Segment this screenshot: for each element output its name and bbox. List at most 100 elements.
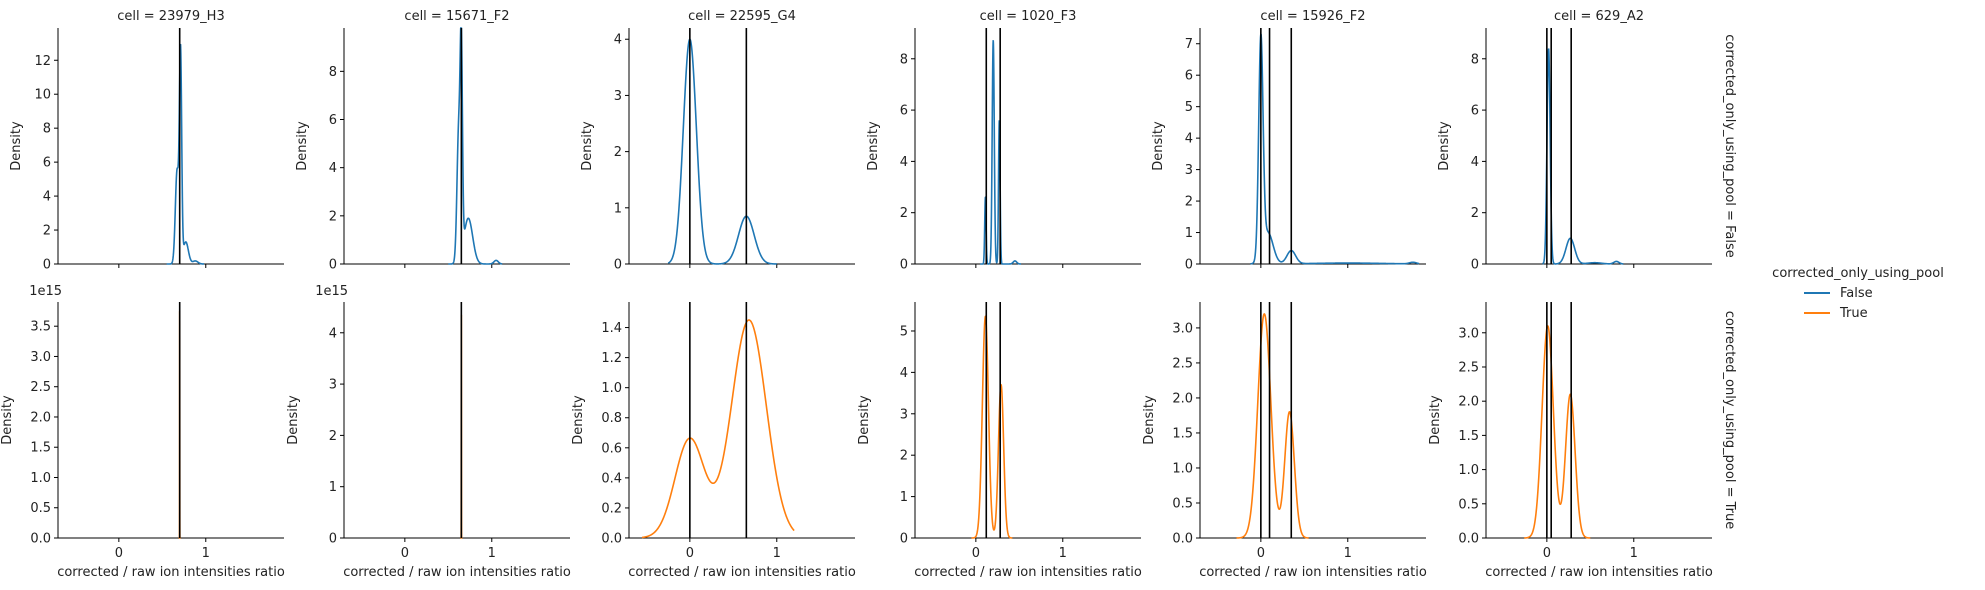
facet-panel-r2-c3: 0.0 0.2 0.4 0.6 0.8 1.0 1.2 1.4 0 1 Density correct… — [571, 302, 856, 580]
y-axis-label: Density — [1142, 395, 1157, 445]
x-tick-label: 0 — [115, 546, 123, 561]
y-tick-label: 3.5 — [30, 320, 51, 335]
y-tick-label: 4 — [1185, 132, 1193, 147]
facet-title: cell = 23979_H3 — [117, 9, 224, 24]
y-tick-label: 1.0 — [1458, 463, 1479, 478]
y-tick-label: 0.5 — [30, 501, 51, 516]
y-axis-label: Density — [1428, 395, 1443, 445]
y-tick-label: 0 — [614, 258, 622, 273]
facet-title: cell = 15671_F2 — [404, 9, 509, 24]
kde-curve-false — [1250, 31, 1420, 265]
x-axis-label: corrected / raw ion intensities ratio — [343, 565, 571, 580]
y-tick-label: 2 — [1185, 195, 1193, 210]
y-tick-label: 4 — [43, 190, 51, 205]
y-tick-label: 6 — [900, 104, 908, 119]
y-tick-label: 1.5 — [1458, 429, 1479, 444]
x-axis-label: corrected / raw ion intensities ratio — [914, 565, 1142, 580]
y-tick-label: 0 — [1185, 258, 1193, 273]
facet-panel-r1-c6: 0 2 4 6 8 Density corrected_only_using_pool = … — [1437, 28, 1737, 273]
y-tick-label: 0 — [329, 532, 337, 547]
facet-panels: cell = 23979_H3024681012Density0.00.51.0… — [0, 9, 1737, 580]
x-tick-label: 0 — [686, 546, 694, 561]
kde-curve-false — [448, 27, 503, 265]
y-tick-label: 1.4 — [601, 321, 622, 336]
y-axis-label: Density — [295, 121, 310, 171]
y-tick-label: 1.2 — [601, 351, 622, 366]
y-tick-label: 3 — [900, 407, 908, 422]
x-tick-label: 0 — [972, 546, 980, 561]
facet-title: cell = 15926_F2 — [1260, 9, 1365, 24]
y-tick-label: 4 — [614, 33, 622, 48]
y-tick-label: 3.0 — [1458, 326, 1479, 341]
facet-panel-r1-c3: 0 1 2 3 4 Density — [580, 28, 855, 273]
facet-panel-r2-c4: 0 1 2 3 4 5 0 1 Density corrected / raw ion inten… — [857, 302, 1142, 580]
facet-column-6: cell = 629_A2 0 2 4 6 8 Density corrected_only_… — [1428, 9, 1737, 580]
y-tick-label: 0.4 — [601, 471, 622, 486]
y-tick-label: 6 — [43, 156, 51, 171]
facet-column-5: cell = 15926_F2 0 1 2 3 4 5 6 7 Density 0.0 0.5 1.0 1… — [1142, 9, 1427, 580]
x-tick-label: 1 — [488, 546, 496, 561]
y-tick-label: 8 — [43, 122, 51, 137]
y-tick-label: 0.0 — [1172, 532, 1193, 547]
y-tick-label: 2.0 — [30, 410, 51, 425]
y-tick-label: 1 — [1185, 226, 1193, 241]
facet-panel-r2-c5: 0.0 0.5 1.0 1.5 2.0 2.5 3.0 0 1 Density corrected … — [1142, 302, 1427, 580]
y-tick-label: 0 — [329, 258, 337, 273]
y-tick-label: 1 — [329, 480, 337, 495]
y-tick-label: 0.5 — [1172, 496, 1193, 511]
x-axis-label: corrected / raw ion intensities ratio — [57, 565, 285, 580]
y-tick-label: 6 — [329, 113, 337, 128]
y-tick-label: 2 — [43, 224, 51, 239]
y-tick-label: 4 — [900, 155, 908, 170]
legend: corrected_only_using_pool False True — [1772, 266, 1944, 321]
x-tick-label: 1 — [773, 546, 781, 561]
y-tick-label: 0.2 — [601, 501, 622, 516]
y-tick-label: 0 — [900, 258, 908, 273]
kde-curve-true — [1236, 313, 1309, 539]
x-axis-label: corrected / raw ion intensities ratio — [1485, 565, 1713, 580]
y-axis-label: Density — [580, 121, 595, 171]
kde-curve-true — [641, 319, 795, 539]
y-axis-label: Density — [286, 395, 301, 445]
legend-label-false: False — [1840, 286, 1873, 301]
facet-column-4: cell = 1020_F3 0 2 4 6 8 Density 0 1 2 3 4 5 0 1 Densit… — [857, 9, 1142, 580]
y-tick-label: 12 — [34, 54, 51, 69]
y-tick-label: 2.5 — [1172, 356, 1193, 371]
y-tick-label: 0.0 — [601, 532, 622, 547]
y-tick-label: 0 — [900, 532, 908, 547]
facet-column-3: cell = 22595_G401234Density0.00.20.40.60… — [571, 9, 856, 580]
x-tick-label: 1 — [1630, 546, 1638, 561]
y-tick-label: 2 — [900, 206, 908, 221]
facet-column-2: cell = 15671_F2 0 2 4 6 8 Density 0 1 2 3 4 1e15 0 1 De… — [286, 9, 571, 580]
facet-title: cell = 1020_F3 — [980, 9, 1077, 24]
y-tick-label: 1 — [614, 201, 622, 216]
row-label: corrected_only_using_pool = False — [1722, 34, 1737, 257]
y-tick-label: 2 — [329, 429, 337, 444]
y-axis-label: Density — [0, 395, 15, 445]
y-tick-label: 2.5 — [30, 380, 51, 395]
x-tick-label: 1 — [1344, 546, 1352, 561]
y-tick-label: 8 — [329, 65, 337, 80]
y-tick-label: 0 — [43, 258, 51, 273]
y-tick-label: 1.0 — [30, 471, 51, 486]
y-tick-label: 4 — [1471, 155, 1479, 170]
y-tick-label: 3.0 — [1172, 321, 1193, 336]
y-tick-label: 2.0 — [1172, 391, 1193, 406]
y-tick-label: 0.0 — [1458, 532, 1479, 547]
x-tick-label: 0 — [401, 546, 409, 561]
y-tick-label: 1 — [900, 490, 908, 505]
facet-panel-r1-c5: 0 1 2 3 4 5 6 7 Density — [1151, 28, 1426, 273]
x-tick-label: 0 — [1543, 546, 1551, 561]
y-tick-label: 2.5 — [1458, 360, 1479, 375]
y-axis-label: Density — [866, 121, 881, 171]
facet-panel-r1-c2: 0 2 4 6 8 Density — [295, 27, 570, 273]
y-tick-label: 2.0 — [1458, 395, 1479, 410]
y-tick-label: 2 — [614, 145, 622, 160]
facet-panel-r2-c1: 0.0 0.5 1.0 1.5 2.0 2.5 3.0 3.5 1e15 0 1 Density cor… — [0, 284, 285, 580]
y-tick-label: 0.6 — [601, 441, 622, 456]
y-tick-label: 10 — [34, 88, 51, 103]
y-tick-label: 4 — [900, 366, 908, 381]
y-offset-label: 1e15 — [315, 284, 348, 299]
y-tick-label: 7 — [1185, 37, 1193, 52]
